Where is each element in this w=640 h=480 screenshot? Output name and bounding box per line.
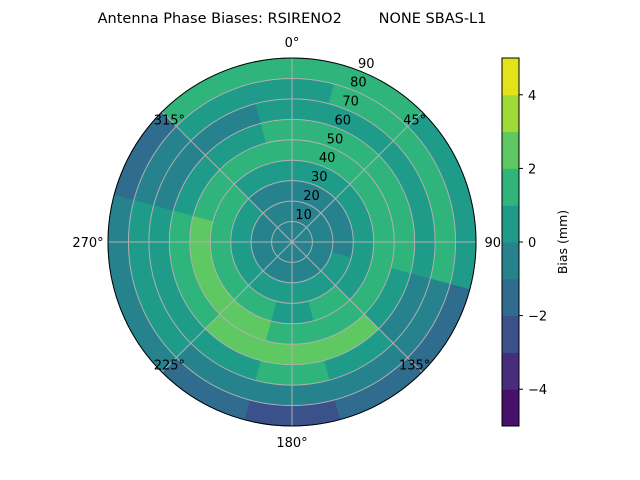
radial-tick-label: 30: [311, 170, 328, 185]
colorbar: −4 −2 0 2 4: [501, 57, 547, 427]
colorbar-band: [502, 131, 519, 169]
polar-grid: [107, 57, 477, 427]
radial-tick-labels: 10 20 30 40 50 60 70 80 90: [295, 57, 374, 223]
colorbar-band: [502, 168, 519, 206]
angle-tick-label: 0°: [285, 36, 300, 51]
colorbar-tick-label: −2: [528, 310, 547, 325]
colorbar-band: [502, 205, 519, 243]
angle-tick-labels: 0°45°90°135°180°225°270°315°: [72, 36, 507, 451]
colorbar-tick-label: 4: [528, 89, 536, 104]
angular-gridline: [161, 241, 293, 373]
colorbar-band: [502, 315, 519, 353]
colorbar-band: [502, 352, 519, 390]
angular-gridline: [161, 111, 293, 243]
colorbar-label: Bias (mm): [555, 210, 570, 274]
colorbar-band: [502, 94, 519, 133]
angular-gridline: [291, 111, 423, 243]
radial-tick-label: 20: [303, 189, 320, 204]
colorbar-band: [502, 389, 519, 427]
angle-tick-label: 180°: [276, 436, 307, 451]
colorbar-tick-label: −4: [528, 383, 547, 398]
radial-tick-label: 10: [295, 208, 312, 223]
chart-title: Antenna Phase Biases: RSIRENO2 NONE SBAS…: [98, 11, 487, 27]
radial-tick-label: 70: [342, 95, 359, 110]
colorbar-tick-label: 0: [528, 236, 536, 251]
radial-tick-label: 40: [319, 151, 336, 166]
angle-tick-label: 315°: [154, 113, 185, 128]
angular-gridline: [291, 241, 423, 373]
colorbar-band: [502, 58, 519, 96]
angle-tick-label: 45°: [403, 113, 426, 128]
polar-frame: [107, 57, 477, 427]
colorbar-band: [502, 278, 519, 317]
angle-tick-label: 270°: [72, 236, 103, 251]
colorbar-band: [502, 242, 519, 280]
radial-tick-label: 60: [334, 113, 351, 128]
radial-tick-label: 90: [358, 57, 375, 72]
radial-tick-label: 80: [350, 76, 367, 91]
colorbar-tick-label: 2: [528, 162, 536, 177]
angle-tick-label: 135°: [399, 359, 430, 374]
angle-tick-label: 225°: [154, 359, 185, 374]
radial-tick-label: 50: [327, 132, 344, 147]
